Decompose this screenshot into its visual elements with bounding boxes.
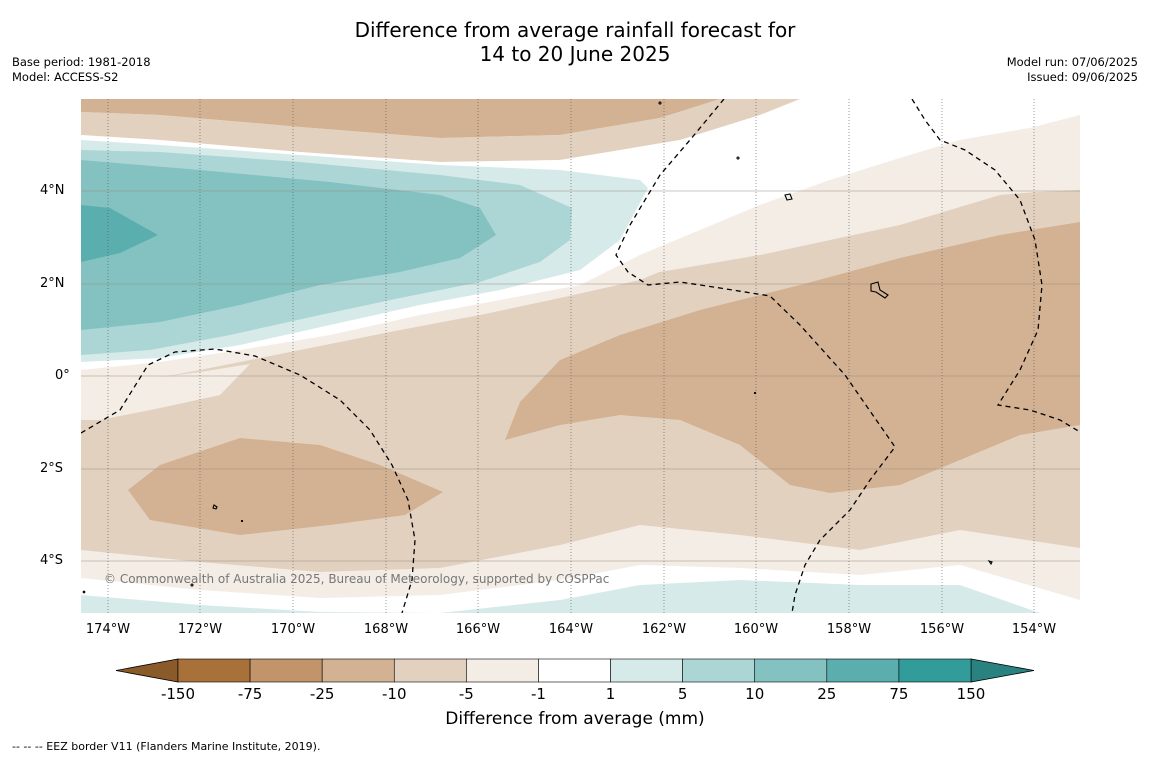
colorbar-tick-label: 10 (745, 685, 765, 703)
contour-band-minus25-top (81, 99, 720, 138)
contour-band-minus25-lower (128, 438, 443, 535)
colorbar-tick-label: -25 (309, 685, 335, 703)
contour-band-minus5-left (81, 364, 250, 420)
meta-right: Model run: 07/06/2025 Issued: 09/06/2025 (1007, 55, 1138, 85)
colorbar-tick-label: -10 (382, 685, 407, 703)
x-tick-162w: 162°W (641, 622, 687, 637)
colorbar-tick-label: 150 (956, 685, 986, 703)
colorbar-tick-label: -1 (530, 685, 546, 703)
colorbar-swatch (682, 658, 756, 683)
colorbar-extend-low (115, 658, 179, 683)
x-tick-156w: 156°W (919, 622, 965, 637)
colorbar-swatch (177, 658, 251, 683)
x-tick-174w: 174°W (85, 622, 131, 637)
colorbar-swatch (538, 658, 611, 683)
y-tick-0: 0° (55, 368, 70, 383)
title-line-1: Difference from average rainfall forecas… (354, 18, 796, 42)
contour-band-minus25-right (505, 222, 1080, 493)
colorbar-tick-label: 1 (605, 685, 616, 703)
colorbar-tick-label: -75 (237, 685, 263, 703)
contour-band-10-to-25 (81, 160, 496, 330)
x-tick-170w: 170°W (270, 622, 316, 637)
colorbar-swatch (754, 658, 828, 683)
y-tick-4n: 4°N (40, 183, 65, 198)
copyright-notice: © Commonwealth of Australia 2025, Bureau… (104, 572, 610, 586)
meta-left: Base period: 1981-2018 Model: ACCESS-S2 (12, 55, 151, 85)
model-run: Model run: 07/06/2025 (1006, 55, 1138, 69)
colorbar-tick-label: -150 (160, 685, 196, 703)
contour-band-minus10-top (81, 99, 800, 162)
x-tick-158w: 158°W (826, 622, 872, 637)
x-tick-166w: 166°W (455, 622, 501, 637)
colorbar-swatch (610, 658, 683, 683)
colorbar-swatch (249, 658, 323, 683)
rainfall-contours (81, 99, 1080, 613)
graticule (81, 190, 1080, 562)
colorbar-swatch (826, 658, 900, 683)
eez-borders (81, 99, 1080, 613)
colorbar-swatch (466, 658, 539, 683)
contour-band-minus5-right (620, 115, 1080, 272)
base-period: Base period: 1981-2018 (12, 55, 151, 69)
colorbar (115, 658, 1035, 683)
y-tick-2s: 2°S (40, 461, 64, 476)
colorbar-title: Difference from average (mm) (445, 709, 705, 729)
x-tick-172w: 172°W (177, 622, 223, 637)
issued-date: Issued: 09/06/2025 (1027, 70, 1138, 84)
colorbar-tick-label: 25 (817, 685, 837, 703)
eez-legend-note: -- -- -- EEZ border V11 (Flanders Marine… (12, 740, 321, 753)
x-tick-164w: 164°W (548, 622, 594, 637)
colorbar-extend-high (970, 658, 1035, 683)
contour-band-25-to-75 (81, 205, 158, 262)
y-tick-4s: 4°S (40, 553, 64, 568)
y-tick-2n: 2°N (40, 276, 65, 291)
islands (82, 101, 993, 594)
contour-band-teal-lower (81, 580, 1040, 613)
colorbar-swatch (321, 658, 395, 683)
map-title: Difference from average rainfall forecas… (0, 18, 1150, 66)
colorbar-tick-label: 75 (889, 685, 909, 703)
colorbar-tick-label: 5 (677, 685, 688, 703)
x-tick-154w: 154°W (1011, 622, 1057, 637)
x-tick-160w: 160°W (733, 622, 779, 637)
x-tick-168w: 168°W (363, 622, 409, 637)
colorbar-swatch (898, 658, 972, 683)
colorbar-swatch (393, 658, 467, 683)
model-name: Model: ACCESS-S2 (12, 70, 119, 84)
colorbar-tick-label: -5 (458, 685, 474, 703)
title-line-2: 14 to 20 June 2025 (479, 42, 671, 66)
